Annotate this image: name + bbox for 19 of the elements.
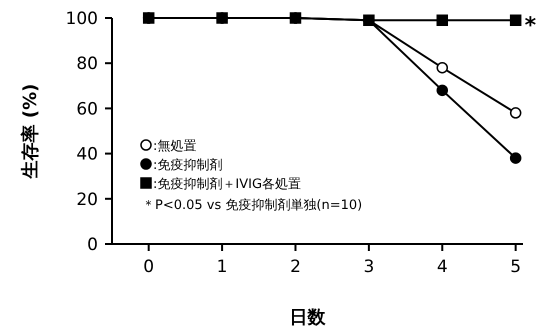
- y-tick-label: 40: [76, 144, 98, 165]
- x-tick-label: 3: [363, 257, 374, 277]
- x-tick-label: 4: [436, 257, 448, 277]
- legend-label: :免疫抑制剤＋IVIG各処置: [153, 177, 302, 192]
- y-tick-label: 0: [87, 235, 98, 255]
- x-axis-title: 日数: [290, 307, 326, 328]
- y-tick-label: 60: [76, 99, 98, 120]
- y-tick-label: 80: [76, 54, 98, 74]
- y-tick-label: 100: [66, 9, 98, 29]
- x-tick-label: 0: [143, 257, 154, 277]
- y-tick-label: 20: [76, 190, 98, 210]
- x-tick-label: 2: [290, 257, 301, 277]
- legend-label: :免疫抑制剤: [153, 158, 222, 173]
- y-axis-title: 生存率 (%): [20, 84, 41, 180]
- x-tick-label: 1: [216, 257, 228, 277]
- legend-label: :無処置: [153, 139, 196, 154]
- annotation: ＊P<0.05 vs 免疫抑制剤単独(n=10): [142, 198, 362, 213]
- x-tick-label: 5: [510, 257, 522, 277]
- annotation: *: [524, 13, 537, 38]
